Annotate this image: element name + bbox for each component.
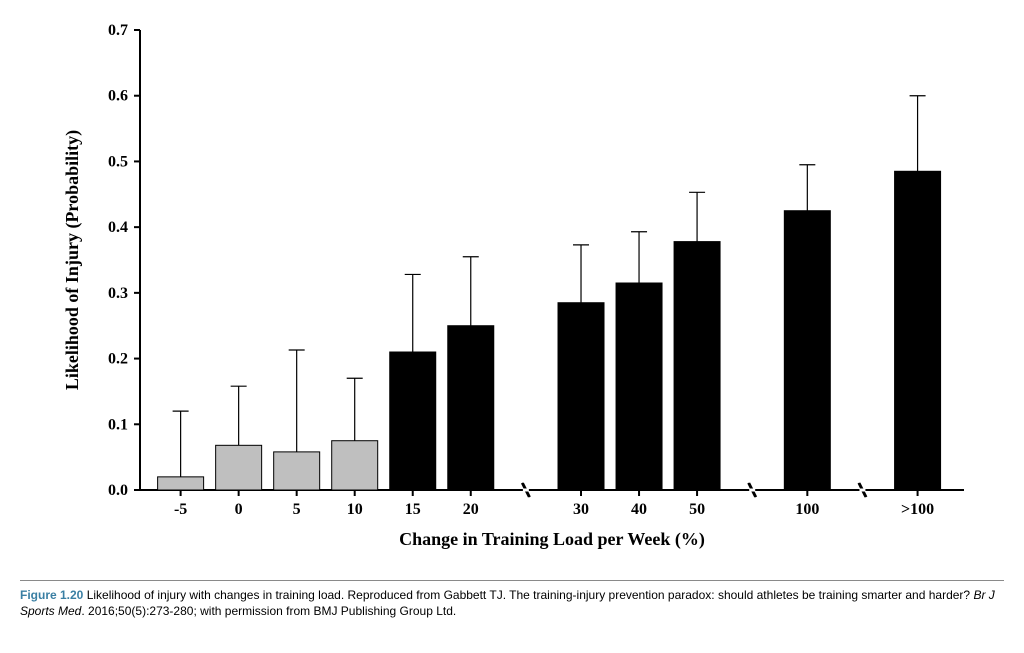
svg-text:0.3: 0.3: [108, 285, 128, 302]
figure-container: 0.0 0.1 0.2 0.3 0.4 0.5 0.6 0.7 Likelihood of In…: [0, 0, 1024, 653]
svg-text:0.4: 0.4: [108, 219, 128, 236]
svg-text:20: 20: [463, 501, 479, 518]
svg-text:30: 30: [573, 501, 589, 518]
bar-chart: 0.0 0.1 0.2 0.3 0.4 0.5 0.6 0.7 Likelihood of In…: [40, 10, 984, 570]
svg-text:-5: -5: [174, 501, 187, 518]
svg-text:Likelihood of Injury (Probabil: Likelihood of Injury (Probability): [62, 130, 83, 390]
svg-text:0: 0: [235, 501, 243, 518]
figure-label: Figure 1.20: [20, 588, 83, 602]
svg-text:>100: >100: [901, 501, 934, 518]
svg-text:Change in Training Load per We: Change in Training Load per Week (%): [399, 529, 705, 550]
svg-text:15: 15: [405, 501, 421, 518]
svg-text:0.2: 0.2: [108, 351, 128, 368]
caption-text-2: . 2016;50(5):273-280; with permission fr…: [81, 604, 456, 618]
caption-text-1: Likelihood of injury with changes in tra…: [83, 588, 973, 602]
svg-text:0.0: 0.0: [108, 482, 128, 499]
chart-area: 0.0 0.1 0.2 0.3 0.4 0.5 0.6 0.7 Likelihood of In…: [40, 10, 984, 570]
svg-text:5: 5: [293, 501, 301, 518]
svg-text:0.7: 0.7: [108, 22, 128, 39]
svg-text:40: 40: [631, 501, 647, 518]
figure-caption: Figure 1.20 Likelihood of injury with ch…: [20, 580, 1004, 619]
svg-text:0.6: 0.6: [108, 88, 128, 105]
svg-text:0.1: 0.1: [108, 416, 128, 433]
svg-text:100: 100: [795, 501, 819, 518]
svg-text:0.5: 0.5: [108, 153, 128, 170]
svg-text:10: 10: [347, 501, 363, 518]
svg-text:50: 50: [689, 501, 705, 518]
